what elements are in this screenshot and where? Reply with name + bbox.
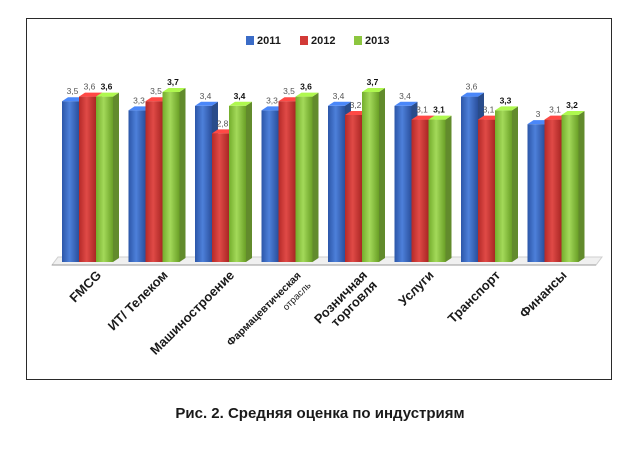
category-label-6: Транспорт (445, 268, 503, 326)
category-label-1: ИТ/ Телеком (105, 268, 171, 334)
legend-swatch-2013 (354, 36, 362, 45)
data-labels-group: 3,5 3,6 3,6 3,3 3,5 3,7 3,4 2,8 3,4 3,3 3,5 3,6 3,4 3… (67, 77, 579, 128)
legend-label-2011: 2011 (257, 35, 281, 47)
bar-2013-7 (561, 110, 585, 262)
data-label-2012-2: 2,8 (217, 118, 229, 128)
data-label-2013-7: 3,2 (566, 100, 578, 110)
category-label-line-6-0: Транспорт (445, 268, 503, 326)
data-label-2012-3: 3,5 (283, 86, 295, 96)
data-label-2012-7: 3,1 (549, 105, 561, 115)
category-labels-group: FMCG ИТ/ ТелекомМашиностроениеФармацевтич… (66, 268, 569, 358)
figure-caption: Рис. 2. Средняя оценка по индустриям (175, 405, 465, 422)
data-label-2011-0: 3,5 (67, 86, 79, 96)
data-label-2011-4: 3,4 (333, 91, 345, 101)
data-label-2012-1: 3,5 (150, 86, 162, 96)
data-label-2011-3: 3,3 (266, 95, 278, 105)
data-label-2011-1: 3,3 (133, 95, 145, 105)
bar-2013-6 (495, 106, 518, 262)
data-label-2013-5: 3,1 (433, 105, 445, 115)
data-label-2012-6: 3,1 (483, 105, 495, 115)
data-label-2012-4: 3,2 (350, 100, 362, 110)
bar-2013-0 (96, 92, 119, 262)
legend: 2011 2012 2013 (246, 35, 389, 47)
legend-swatch-2012 (300, 36, 308, 45)
data-label-2012-0: 3,6 (84, 82, 96, 92)
bar-2013-5 (428, 115, 452, 262)
bar-2013-4 (362, 88, 385, 262)
data-label-2012-5: 3,1 (416, 105, 428, 115)
category-label-0: FMCG (66, 268, 104, 306)
data-label-2011-2: 3,4 (200, 91, 212, 101)
category-label-line-0-0: FMCG (66, 268, 104, 306)
data-label-2013-3: 3,6 (300, 82, 312, 92)
data-label-2011-7: 3 (536, 109, 541, 119)
data-label-2013-4: 3,7 (367, 77, 379, 87)
data-label-2013-1: 3,7 (167, 77, 179, 87)
category-label-line-7-0: Финансы (516, 268, 569, 321)
data-label-2011-6: 3,6 (466, 82, 478, 92)
bar-2013-3 (295, 92, 319, 262)
category-label-line-1-0: ИТ/ Телеком (105, 268, 171, 334)
bar-2013-1 (162, 88, 186, 262)
bar-2013-2 (229, 101, 252, 262)
category-label-7: Финансы (516, 268, 569, 321)
legend-label-2012: 2012 (311, 35, 335, 47)
data-label-2013-0: 3,6 (101, 82, 113, 92)
bars-group (62, 88, 585, 263)
data-label-2013-2: 3,4 (234, 91, 246, 101)
category-label-line-5-0: Услуги (395, 268, 436, 309)
category-label-5: Услуги (395, 268, 436, 309)
legend-label-2013: 2013 (365, 35, 389, 47)
legend-swatch-2011 (246, 36, 254, 45)
data-label-2013-6: 3,3 (500, 95, 512, 105)
data-label-2011-5: 3,4 (399, 91, 411, 101)
